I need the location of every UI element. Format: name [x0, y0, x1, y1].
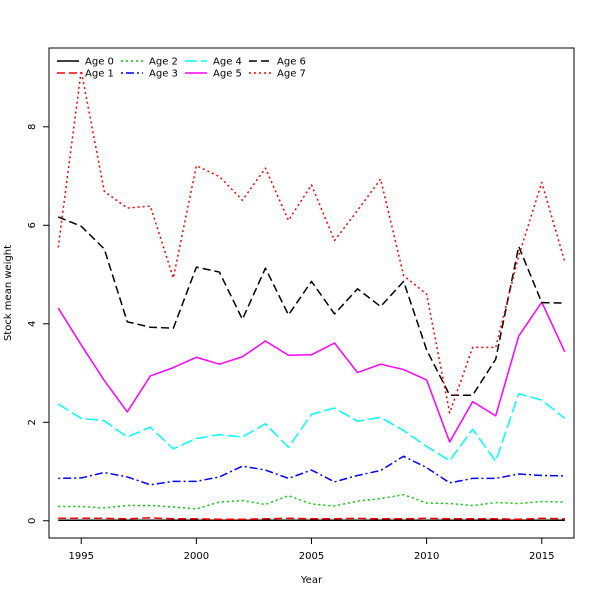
- x-tick-label: 2010: [414, 551, 439, 562]
- plot-frame: [48, 47, 575, 539]
- series-line-age-1: [58, 517, 565, 521]
- series-line-age-2: [58, 493, 565, 510]
- y-tick-label: 4: [27, 321, 38, 327]
- series-line-age-6: [57, 216, 565, 396]
- x-axis: 1995 2000 2005 2010 2015: [69, 538, 554, 562]
- series-line-age-3: [58, 455, 565, 486]
- legend-label: Age 1: [85, 69, 114, 80]
- legend-label: Age 4: [213, 57, 242, 68]
- series-layer: [57, 69, 566, 522]
- legend-label: Age 6: [277, 57, 306, 68]
- legend-label: Age 3: [149, 69, 178, 80]
- legend-label: Age 0: [85, 57, 114, 68]
- x-axis-title: Year: [300, 575, 323, 586]
- x-tick-label: 2015: [529, 551, 554, 562]
- y-axis: 0 2 4 6 8: [27, 124, 49, 524]
- series-line-age-5: [57, 301, 566, 443]
- x-tick-label: 2000: [184, 551, 209, 562]
- x-tick-label: 1995: [69, 551, 94, 562]
- legend-label: Age 2: [149, 57, 178, 68]
- series-line-age-4: [57, 392, 566, 462]
- y-tick-label: 2: [27, 419, 38, 425]
- y-tick-label: 0: [27, 518, 38, 524]
- y-axis-title: Stock mean weight: [3, 245, 14, 341]
- y-tick-label: 8: [27, 124, 38, 130]
- x-tick-label: 2005: [299, 551, 324, 562]
- series-line-age-7: [57, 69, 566, 414]
- legend-label: Age 5: [213, 69, 242, 80]
- legend-label: Age 7: [277, 69, 306, 80]
- y-tick-label: 6: [27, 222, 38, 228]
